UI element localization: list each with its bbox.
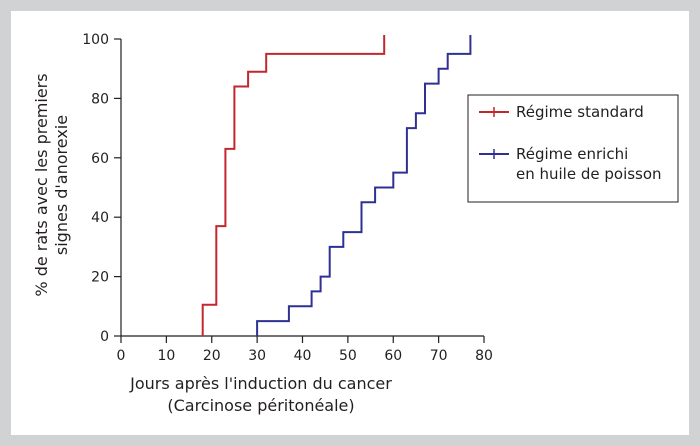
x-tick-label: 50 [339,348,357,364]
legend-label-fish-oil-line-1: Régime enrichi [516,145,628,163]
y-tick-label: 40 [91,210,109,226]
x-axis-title-line-1: Jours après l'induction du cancer [129,374,392,393]
x-tick-label: 20 [203,348,221,364]
y-tick-label: 60 [91,151,109,167]
x-tick-label: 0 [117,348,126,364]
x-tick-label: 80 [475,348,493,364]
y-tick-label: 80 [91,91,109,107]
x-tick-label: 60 [384,348,402,364]
y-tick-label: 100 [82,32,109,48]
x-tick-label: 10 [157,348,175,364]
legend-label-fish-oil-line-2: en huile de poisson [516,165,662,183]
x-tick-label: 40 [294,348,312,364]
chart-svg: 0 10 20 30 40 50 60 70 80 0 20 40 60 80 100 Jours aprè… [32,32,679,415]
y-tick-label: 20 [91,270,109,286]
series-line-1 [201,39,386,336]
y-axis-title-line-2: signes d'anorexie [52,115,71,255]
y-tick-label: 0 [100,329,109,345]
legend-label-standard: Régime standard [516,103,644,121]
chart-panel: 0 10 20 30 40 50 60 70 80 0 20 40 60 80 100 Jours aprè… [11,11,689,435]
x-axis-title-line-2: (Carcinose péritonéale) [167,396,354,415]
x-tick-label: 70 [430,348,448,364]
legend: Régime standard Régime enrichi en huile … [467,94,679,203]
series-line-2 [256,39,472,336]
x-tick-label: 30 [248,348,266,364]
series-layer [201,35,472,336]
axes: 0 10 20 30 40 50 60 70 80 0 20 40 60 80 100 [82,32,493,364]
y-axis-title-line-1: % de rats avec les premiers [32,73,51,296]
legend-box [467,94,679,203]
